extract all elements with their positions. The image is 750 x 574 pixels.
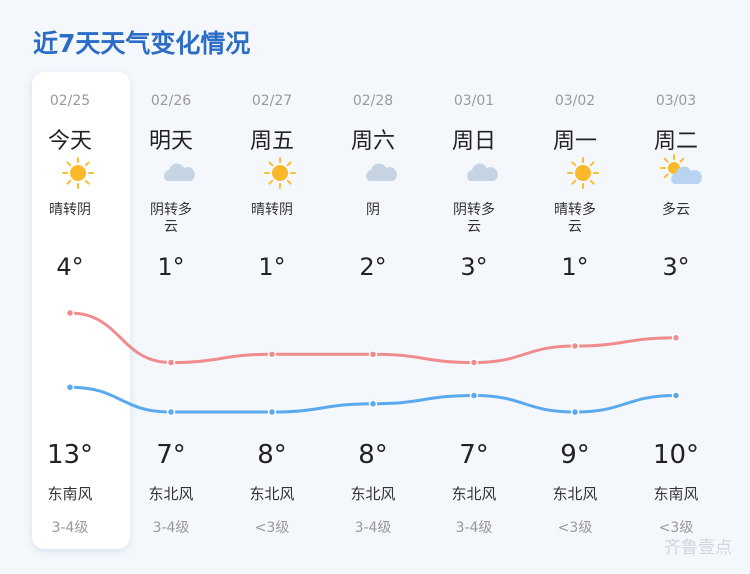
wind: 东北风 (552, 485, 598, 503)
wind: 东北风 (249, 485, 295, 503)
title: 近7天天气变化情况 (33, 29, 251, 58)
icon-ray (84, 179, 90, 185)
weekday: 周二 (653, 129, 699, 154)
high-temp: 9° (560, 440, 590, 470)
high-point (671, 333, 681, 342)
low-point (671, 391, 681, 400)
weather: 阴 (366, 202, 380, 218)
low-point (469, 391, 479, 400)
low-temp: 1° (561, 253, 589, 281)
date: 03/01 (453, 93, 495, 109)
date: 03/03 (655, 93, 697, 109)
wind-level: 3-4级 (152, 520, 190, 536)
weekday: 周一 (552, 129, 598, 154)
high-point (368, 350, 378, 359)
weekday: 周六 (350, 129, 396, 154)
icon-ray (268, 161, 274, 167)
high-temp: 10° (652, 440, 700, 470)
high-temp: 7° (459, 440, 489, 470)
low-temp: 1° (157, 253, 185, 281)
icon-ray (286, 161, 292, 167)
weather: 晴转阴 (49, 202, 91, 218)
icon-ray (663, 157, 669, 163)
icon-ray (679, 157, 685, 163)
watermark: 齐鲁壹点 (664, 538, 732, 558)
wind: 东北风 (451, 485, 497, 503)
date: 02/28 (352, 93, 394, 109)
wind-level: <3级 (557, 520, 593, 536)
icon-ray (571, 161, 577, 167)
icon-cloud (164, 163, 195, 181)
low-point (166, 407, 176, 417)
icon-ray (286, 179, 292, 185)
date: 02/26 (150, 93, 192, 109)
icon-cloud (366, 163, 397, 181)
high-temp: 8° (358, 440, 388, 470)
icon-ray (589, 179, 595, 185)
weather: 晴转多云 (554, 202, 596, 235)
weekday: 周五 (249, 129, 295, 154)
icon-ray (663, 173, 669, 179)
icon-cloud (467, 163, 498, 181)
wind: 东南风 (653, 485, 699, 503)
high-point (65, 308, 75, 318)
high-point (570, 341, 580, 351)
icon-ray (589, 161, 595, 167)
date: 03/02 (554, 93, 596, 109)
icon-sun (272, 165, 288, 181)
weather: 晴转阴 (251, 202, 293, 218)
low-temp: 3° (460, 253, 488, 281)
icon-ray (571, 179, 577, 185)
high-temp: 8° (257, 440, 287, 470)
date: 02/27 (251, 93, 293, 109)
high-point (267, 350, 277, 359)
wind-level: <3级 (658, 520, 694, 536)
low-temp: 1° (258, 253, 286, 281)
weekday: 今天 (47, 129, 93, 154)
weekday: 明天 (148, 129, 194, 154)
low-point (267, 407, 277, 417)
icon-ray (66, 161, 72, 167)
today-card (32, 72, 130, 549)
high-point (469, 358, 479, 367)
wind-level: 3-4级 (354, 520, 392, 536)
high-temp: 7° (156, 440, 186, 470)
wind: 东北风 (148, 485, 194, 503)
low-temp: 2° (359, 253, 387, 281)
weather: 阴转多云 (453, 202, 495, 235)
wind-level: <3级 (254, 520, 290, 536)
wind: 东南风 (47, 485, 93, 503)
icon-ray (268, 179, 274, 185)
low-point (368, 399, 378, 408)
high-temp: 13° (46, 440, 94, 470)
weather: 阴转多云 (150, 202, 192, 235)
wind: 东北风 (350, 485, 396, 503)
low-temp: 3° (662, 253, 690, 281)
icon-ray (66, 179, 72, 185)
low-temp: 4° (56, 253, 84, 281)
icon-cloud (671, 166, 702, 184)
low-point (65, 383, 75, 392)
wind-level: 3-4级 (455, 520, 493, 536)
icon-sun (575, 165, 591, 181)
weekday: 周日 (451, 129, 497, 154)
date: 02/25 (49, 93, 91, 109)
icon-ray (84, 161, 90, 167)
high-point (166, 358, 176, 367)
wind-level: 3-4级 (51, 520, 89, 536)
low-point (570, 407, 580, 417)
weather: 多云 (662, 202, 690, 218)
icon-sun (70, 165, 86, 181)
